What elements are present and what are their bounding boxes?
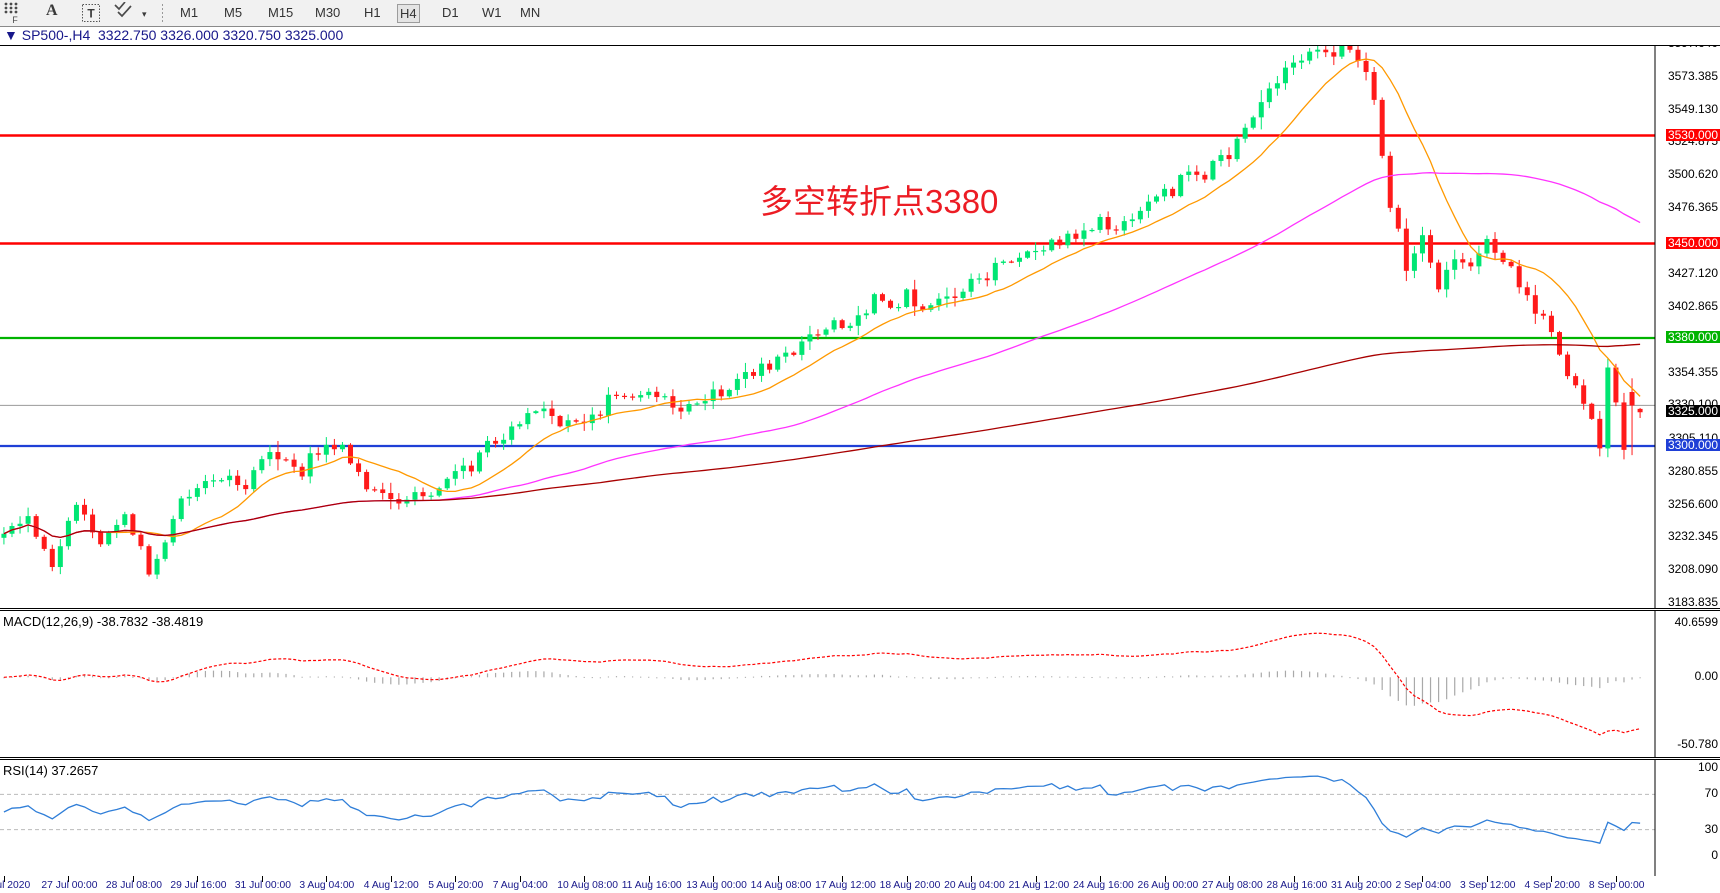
svg-text:F: F	[12, 15, 18, 24]
svg-text:T: T	[87, 7, 95, 21]
svg-text:多空转折点3380: 多空转折点3380	[760, 183, 998, 220]
